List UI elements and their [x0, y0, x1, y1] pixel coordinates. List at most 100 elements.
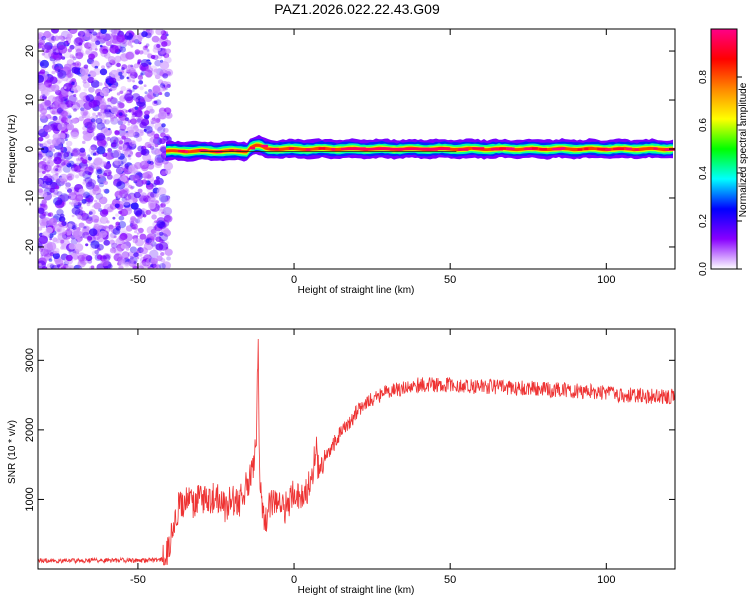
noise-cell: [118, 142, 128, 151]
noise-cell: [161, 211, 165, 214]
noise-cell: [63, 263, 69, 269]
noise-cell: [136, 232, 140, 235]
noise-cell: [55, 58, 61, 63]
signal-peak: [499, 147, 513, 150]
noise-cell: [57, 45, 68, 54]
noise-cell: [71, 206, 81, 215]
noise-cell: [101, 65, 105, 69]
noise-cell: [161, 261, 172, 269]
noise-cell: [87, 74, 91, 77]
signal-peak: [653, 147, 658, 150]
noise-cell: [53, 137, 62, 145]
noise-cell: [130, 186, 134, 190]
chart-title: PAZ1.2026.022.22.43.G09: [274, 1, 440, 17]
noise-cell: [85, 48, 93, 56]
noise-cell: [139, 129, 144, 134]
noise-cell: [98, 208, 103, 212]
noise-cell: [120, 243, 127, 250]
noise-cell: [130, 45, 134, 48]
noise-cell: [106, 136, 111, 141]
noise-cell: [138, 253, 143, 257]
noise-cell: [55, 172, 59, 176]
noise-cell: [54, 199, 65, 209]
signal-peak: [597, 147, 608, 151]
noise-cell: [57, 263, 67, 269]
noise-cell: [82, 162, 89, 168]
noise-cell: [53, 156, 62, 165]
noise-cell: [71, 90, 75, 94]
signal-peak: [289, 147, 294, 150]
noise-cell: [110, 97, 118, 105]
noise-cell: [139, 233, 147, 240]
noise-cell: [164, 248, 173, 256]
noise-cell: [128, 157, 132, 160]
noise-cell: [103, 172, 108, 177]
noise-cell: [81, 166, 85, 169]
noise-cell: [124, 169, 130, 175]
noise-cell: [161, 123, 166, 128]
noise-cell: [65, 100, 74, 108]
noise-cell: [153, 68, 158, 73]
noise-cell: [93, 157, 103, 166]
noise-cell: [102, 48, 108, 54]
signal-peak: [184, 150, 188, 153]
noise-cell: [141, 31, 148, 38]
noise-cell: [134, 85, 138, 89]
noise-cell: [113, 139, 117, 143]
noise-cell: [73, 163, 77, 167]
noise-cell: [112, 60, 116, 64]
noise-cell: [66, 162, 72, 168]
noise-cell: [151, 150, 155, 154]
noise-cell: [139, 86, 144, 91]
noise-cell: [71, 214, 75, 218]
noise-cell: [41, 217, 52, 226]
noise-cell: [49, 237, 53, 241]
noise-cell: [148, 136, 158, 146]
noise-cell: [112, 227, 121, 235]
noise-cell: [39, 69, 46, 75]
noise-cell: [124, 261, 130, 267]
noise-cell: [143, 195, 151, 203]
noise-cell: [137, 181, 143, 186]
noise-cell: [43, 99, 52, 107]
noise-cell: [52, 252, 61, 260]
noise-cell: [131, 66, 134, 69]
noise-cell: [114, 55, 122, 63]
noise-cell: [127, 154, 131, 158]
noise-cell: [72, 227, 77, 231]
noise-cell: [140, 149, 147, 156]
noise-cell: [149, 196, 156, 203]
noise-cell: [89, 183, 93, 187]
noise-cell: [66, 123, 75, 131]
noise-cell: [82, 81, 90, 89]
noise-cell: [59, 193, 69, 202]
colorbar-tick-label: 0.4: [698, 166, 709, 180]
noise-cell: [131, 223, 138, 230]
noise-cell: [38, 226, 43, 231]
noise-cell: [60, 150, 64, 154]
noise-cell: [140, 70, 146, 76]
noise-cell: [39, 59, 50, 69]
noise-cell: [91, 70, 94, 74]
noise-cell: [155, 219, 161, 225]
noise-cell: [46, 139, 53, 145]
noise-cell: [134, 162, 143, 170]
noise-cell: [119, 75, 125, 80]
noise-cell: [115, 167, 123, 174]
noise-cell: [119, 266, 123, 269]
noise-cell: [149, 249, 159, 259]
noise-cell: [145, 209, 152, 215]
noise-cell: [38, 104, 44, 113]
noise-cell: [144, 69, 153, 78]
noise-cell: [53, 35, 60, 41]
noise-cell: [40, 108, 48, 115]
noise-cell: [40, 248, 50, 257]
noise-cell: [58, 216, 66, 223]
noise-cell: [146, 174, 152, 179]
noise-cell: [63, 51, 72, 59]
noise-cell: [122, 188, 130, 195]
noise-cell: [81, 225, 91, 234]
noise-cell: [150, 158, 154, 162]
noise-cell: [158, 194, 169, 203]
signal-peak: [229, 149, 234, 152]
